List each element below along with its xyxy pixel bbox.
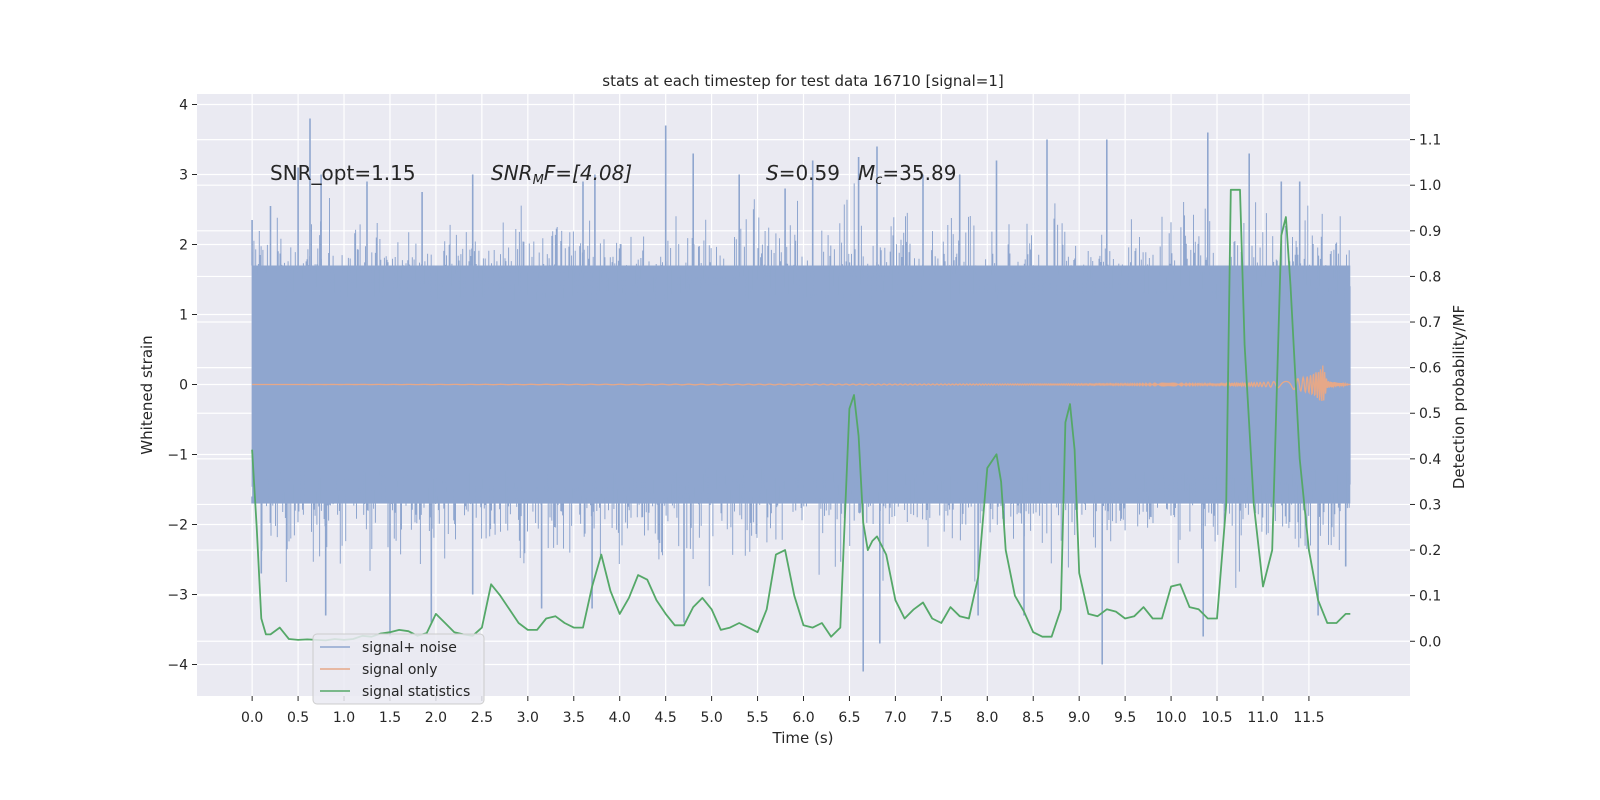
y-right-tick-label: 0.5 — [1419, 406, 1441, 422]
annotation-snr-mf-main: SNR — [491, 161, 533, 185]
x-tick-label: 3.5 — [563, 710, 585, 726]
y-tick-label: −4 — [167, 658, 188, 674]
legend: signal+ noise signal only signal statist… — [312, 633, 485, 705]
x-tick-label: 2.5 — [471, 710, 493, 726]
x-tick-label: 0.0 — [241, 710, 263, 726]
y-right-tick-label: 0.7 — [1419, 315, 1441, 331]
y-axis-right-ticks: 0.0 0.1 0.2 0.3 0.4 0.5 0.6 0.7 0.8 0.9 1.0 1.1 — [1410, 133, 1441, 650]
annotation-snr-mf-sub: M — [533, 173, 544, 188]
y-tick-label: 2 — [179, 238, 188, 254]
signal-statistics-line — [251, 188, 1351, 642]
annotation-s-value: =0.59 — [779, 161, 840, 185]
x-tick-label: 3.0 — [517, 710, 539, 726]
x-tick-label: 6.5 — [838, 710, 860, 726]
y-tick-label: 4 — [179, 98, 188, 114]
y-right-tick-label: 1.0 — [1419, 178, 1441, 194]
y-tick-label: 0 — [179, 378, 188, 394]
annotation-s: S=0.59 — [766, 161, 840, 185]
y-tick-label: −2 — [167, 518, 188, 534]
x-tick-label: 1.5 — [379, 710, 401, 726]
chart-title: stats at each timestep for test data 167… — [602, 72, 1003, 90]
y-tick-label: 1 — [179, 308, 188, 324]
x-tick-label: 5.0 — [700, 710, 722, 726]
legend-label-stats: signal statistics — [362, 684, 470, 700]
x-tick-label: 6.0 — [792, 710, 814, 726]
y-tick-label: −1 — [167, 448, 188, 464]
y-right-tick-label: 0.3 — [1419, 497, 1441, 513]
y-axis-right-label: Detection probability/MF — [1450, 305, 1468, 489]
x-tick-label: 10.5 — [1201, 710, 1232, 726]
x-tick-label: 8.0 — [976, 710, 998, 726]
x-tick-label: 1.0 — [333, 710, 355, 726]
x-tick-label: 7.5 — [930, 710, 952, 726]
x-axis-label: Time (s) — [772, 729, 834, 747]
x-tick-label: 10.0 — [1155, 710, 1186, 726]
y-tick-label: 3 — [179, 168, 188, 184]
annotation-mc-value: =35.89 — [882, 161, 956, 185]
y-axis-ticks: −4 −3 −2 −1 0 1 2 3 4 — [167, 98, 197, 674]
x-tick-label: 8.5 — [1022, 710, 1044, 726]
y-right-tick-label: 0.4 — [1419, 452, 1441, 468]
x-tick-label: 4.5 — [655, 710, 677, 726]
y-right-tick-label: 0.1 — [1419, 589, 1441, 605]
annotation-mc-label: M — [858, 161, 875, 185]
y-right-tick-label: 0.0 — [1419, 634, 1441, 650]
y-tick-label: −3 — [167, 588, 188, 604]
noise-peaks — [251, 118, 1347, 672]
y-right-tick-label: 1.1 — [1419, 133, 1441, 149]
x-tick-label: 2.0 — [425, 710, 447, 726]
signal-only-line — [252, 365, 1351, 402]
y-right-tick-label: 0.9 — [1419, 224, 1441, 240]
x-tick-label: 0.5 — [287, 710, 309, 726]
signal-only-series — [252, 365, 1351, 402]
y-right-tick-label: 0.2 — [1419, 543, 1441, 559]
x-tick-label: 11.0 — [1247, 710, 1278, 726]
y-right-tick-label: 0.6 — [1419, 361, 1441, 377]
y-right-tick-label: 0.8 — [1419, 269, 1441, 285]
y-axis-label: Whitened strain — [138, 335, 156, 454]
x-tick-label: 9.5 — [1114, 710, 1136, 726]
legend-label-noise: signal+ noise — [362, 640, 457, 656]
x-tick-label: 11.5 — [1293, 710, 1324, 726]
annotation-snr-opt: SNR_opt=1.15 — [270, 161, 416, 185]
x-tick-label: 7.0 — [884, 710, 906, 726]
legend-box — [312, 633, 485, 705]
x-tick-label: 4.0 — [609, 710, 631, 726]
x-tick-label: 5.5 — [746, 710, 768, 726]
annotation-mc-sub: c — [875, 173, 882, 188]
signal-statistics-series — [251, 188, 1351, 642]
annotation-s-label: S — [766, 161, 779, 185]
annotation-snr-mf-rest: F=[4.08] — [544, 161, 632, 185]
x-axis-ticks: 0.0 0.5 1.0 1.5 2.0 2.5 3.0 3.5 4.0 4.5 5.0 5.5 6.0 6… — [241, 696, 1325, 726]
annotation-mc: Mc=35.89 — [858, 161, 956, 188]
x-tick-label: 9.0 — [1068, 710, 1090, 726]
annotation-snr-mf: SNRMF=[4.08] — [491, 161, 632, 188]
legend-label-signal: signal only — [362, 662, 437, 678]
